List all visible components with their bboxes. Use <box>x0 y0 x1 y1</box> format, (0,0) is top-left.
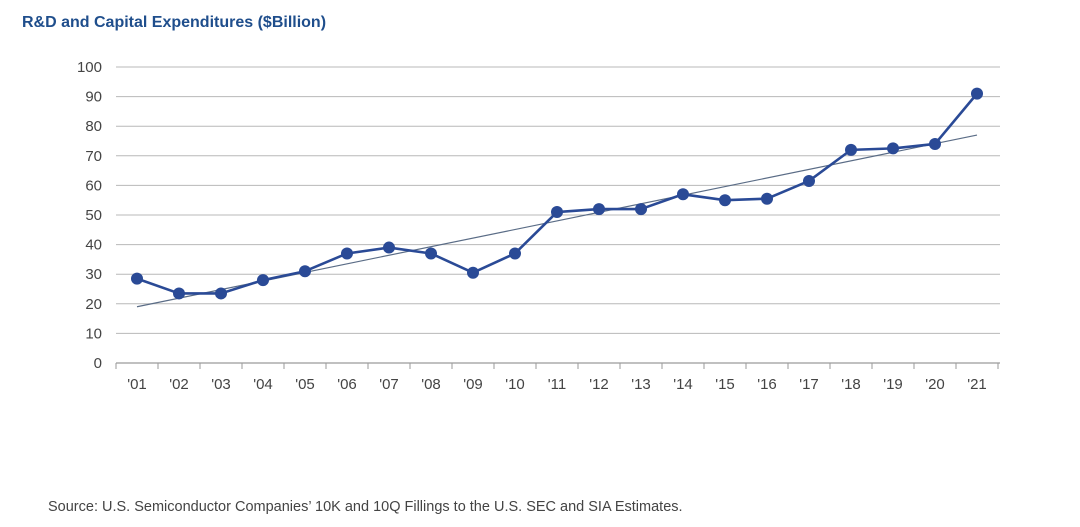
x-tick-label-10: '11 <box>548 376 566 393</box>
x-tick-label-2: '03 <box>211 376 231 393</box>
grid-lines <box>116 66 1000 334</box>
x-tick-label-0: '01 <box>127 376 147 393</box>
y-tick-label-80: 80 <box>85 118 102 135</box>
data-point-15 <box>761 192 773 205</box>
series-line <box>136 92 978 295</box>
data-point-8 <box>467 266 479 279</box>
x-tick-label-19: '20 <box>925 376 945 393</box>
x-tick-label-6: '07 <box>379 376 399 393</box>
x-tick-label-12: '13 <box>631 376 651 393</box>
x-tick-label-4: '05 <box>295 376 315 393</box>
data-point-11 <box>593 203 605 216</box>
data-point-13 <box>677 188 689 201</box>
data-point-1 <box>173 287 185 300</box>
data-point-18 <box>887 142 899 155</box>
y-tick-label-50: 50 <box>85 207 102 224</box>
y-tick-label-30: 30 <box>85 266 102 283</box>
x-axis <box>115 362 1000 369</box>
chart-title: R&D and Capital Expenditures ($Billion) <box>22 14 327 31</box>
x-tick-label-9: '10 <box>505 376 525 393</box>
data-point-12 <box>635 203 647 216</box>
y-tick-label-70: 70 <box>85 148 102 165</box>
data-point-17 <box>845 143 857 156</box>
y-tick-label-40: 40 <box>85 237 102 254</box>
x-tick-label-7: '08 <box>421 376 441 393</box>
y-axis-ticks: 0 10 20 30 40 50 60 70 80 90 100 <box>77 59 102 372</box>
y-tick-label-100: 100 <box>77 59 102 76</box>
data-point-14 <box>719 194 731 207</box>
x-tick-label-14: '15 <box>715 376 735 393</box>
y-tick-label-20: 20 <box>85 296 102 313</box>
x-axis-ticks: '01 '02 '03 '04 '05 '06 '07 '08 '09 '10 '11 '12 '13 '… <box>127 376 987 393</box>
x-tick-label-13: '14 <box>673 376 693 393</box>
data-point-2 <box>215 287 227 300</box>
x-tick-label-8: '09 <box>463 376 483 393</box>
data-point-7 <box>425 247 437 260</box>
data-point-16 <box>803 174 815 187</box>
x-tick-label-17: '18 <box>841 376 861 393</box>
data-point-4 <box>299 265 311 278</box>
x-tick-label-16: '17 <box>799 376 819 393</box>
data-point-3 <box>257 274 269 287</box>
x-tick-label-11: '12 <box>589 376 609 393</box>
data-point-10 <box>551 206 563 219</box>
data-point-20 <box>971 87 983 100</box>
y-tick-label-60: 60 <box>85 177 102 194</box>
y-tick-label-10: 10 <box>85 325 102 342</box>
x-tick-label-18: '19 <box>883 376 903 393</box>
source-note: Source: U.S. Semiconductor Companies’ 10… <box>48 499 683 515</box>
data-point-0 <box>131 272 143 285</box>
data-point-6 <box>383 241 395 254</box>
data-point-19 <box>929 137 941 150</box>
series-group <box>131 87 983 300</box>
x-tick-label-3: '04 <box>253 376 273 393</box>
y-tick-label-90: 90 <box>85 89 102 106</box>
y-tick-label-0: 0 <box>94 355 102 372</box>
x-tick-label-5: '06 <box>337 376 357 393</box>
x-tick-label-20: '21 <box>967 376 987 393</box>
x-tick-label-15: '16 <box>757 376 777 393</box>
x-tick-label-1: '02 <box>169 376 189 393</box>
data-point-9 <box>509 247 521 260</box>
data-point-5 <box>341 247 353 260</box>
